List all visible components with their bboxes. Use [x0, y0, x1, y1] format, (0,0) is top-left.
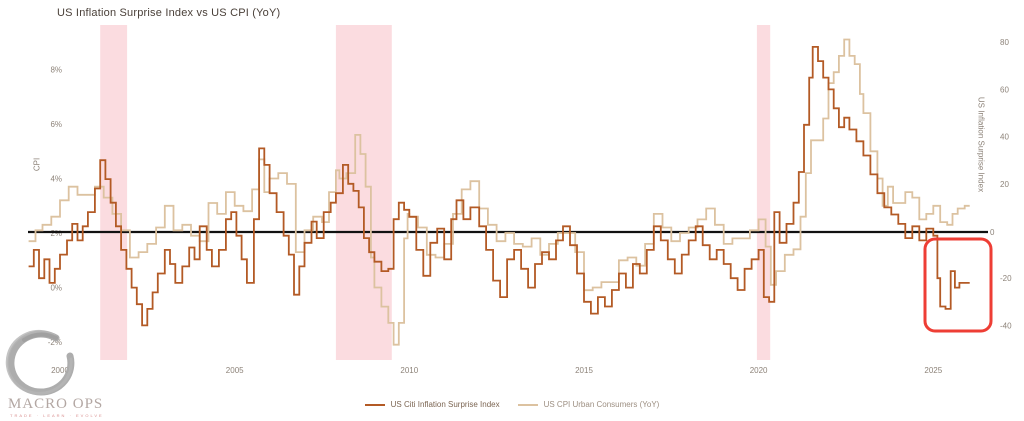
right-axis-tick: 60: [1000, 85, 1009, 94]
logo-wordmark: MACRO OPS: [8, 396, 104, 412]
right-axis-tick: 80: [1000, 38, 1009, 47]
right-axis-title: US Inflation Surprise Index: [976, 96, 986, 193]
right-axis-tick: 20: [1000, 180, 1009, 189]
legend-label: US CPI Urban Consumers (YoY): [543, 400, 660, 409]
surprise-index-swatch-icon: [364, 403, 385, 406]
left-axis-title: CPI: [32, 157, 42, 172]
highlight-annotation-box: [923, 237, 993, 333]
legend: US Citi Inflation Surprise Index US CPI …: [0, 400, 1024, 409]
x-axis-tick: 2015: [575, 366, 593, 375]
legend-item-cpi: US CPI Urban Consumers (YoY): [517, 400, 660, 409]
enso-circle-icon: [5, 329, 75, 396]
left-axis-tick: 4%: [50, 175, 62, 184]
left-axis-tick: 6%: [50, 120, 62, 129]
recession-bands: [100, 25, 771, 360]
cpi-series-line: [28, 38, 970, 346]
legend-label: US Citi Inflation Surprise Index: [390, 400, 500, 409]
right-axis-tick: -20: [1000, 274, 1012, 283]
macro-ops-logo: MACRO OPS TRADE · LEARN · EVOLVE: [4, 326, 164, 418]
left-axis-tick: -2%: [48, 338, 62, 347]
right-axis-tick: -40: [1000, 321, 1012, 330]
chart-title: US Inflation Surprise Index vs US CPI (Y…: [57, 7, 281, 19]
left-axis-tick: 0%: [50, 284, 62, 293]
axis-tick-labels: 8% 6% 4% 2% 0% -2% 80 60 40 20 -20 -40 2000 2005 2010 2…: [48, 38, 1012, 375]
right-axis-tick: 40: [1000, 133, 1009, 142]
left-axis-tick: 2%: [50, 229, 62, 238]
x-axis-tick: 2010: [400, 366, 418, 375]
x-axis-tick: 2000: [51, 366, 69, 375]
cpi-swatch-icon: [517, 403, 538, 406]
x-axis-tick: 2025: [924, 366, 942, 375]
x-axis-tick: 2020: [750, 366, 768, 375]
legend-item-surprise-index: US Citi Inflation Surprise Index: [364, 400, 500, 409]
x-axis-tick: 2005: [226, 366, 244, 375]
left-axis-tick: 8%: [50, 66, 62, 75]
zero-line-label: 0: [990, 228, 995, 237]
surprise-index-series-line: [28, 46, 970, 327]
